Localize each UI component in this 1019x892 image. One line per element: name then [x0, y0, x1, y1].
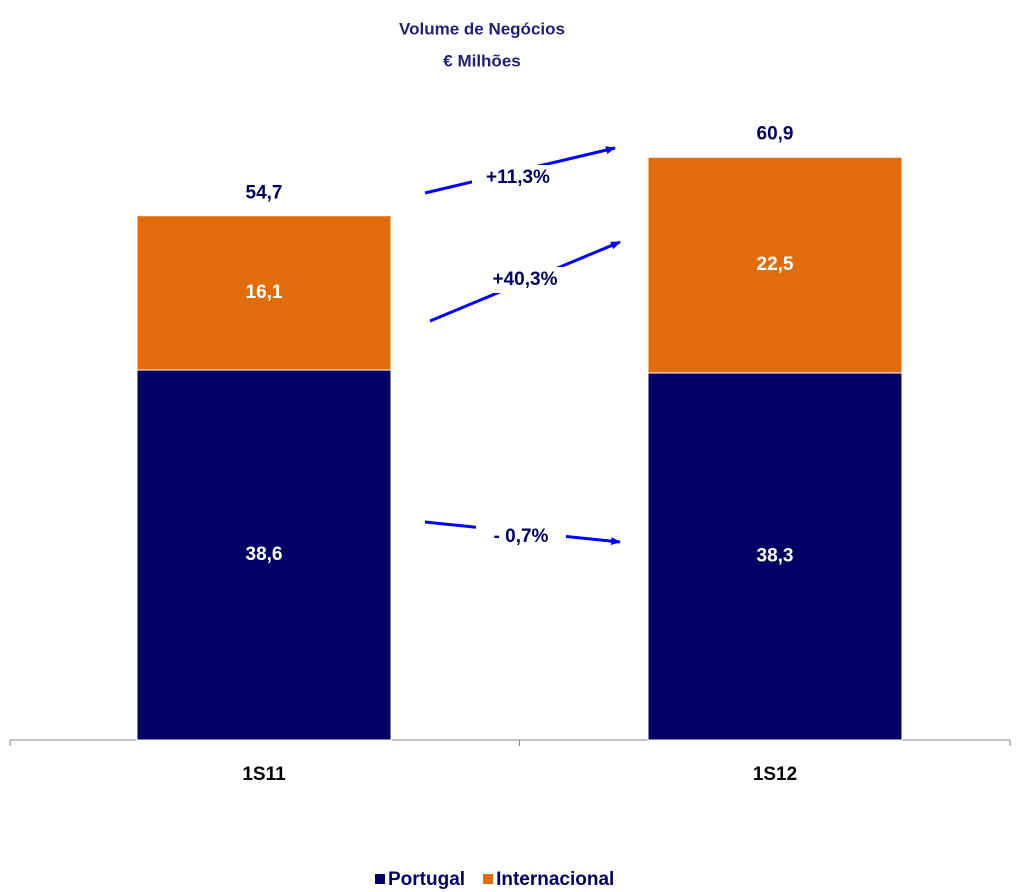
value-label: 16,1 — [246, 282, 283, 303]
bar-segment — [647, 156, 903, 374]
legend-label: Internacional — [496, 869, 614, 890]
annotation: +11,3% — [486, 167, 550, 188]
annotation: +40,3% — [493, 269, 558, 290]
bar-segment — [136, 369, 392, 741]
annotation: - 0,7% — [494, 526, 549, 547]
legend-swatch — [375, 874, 385, 884]
bar-segment — [136, 215, 392, 371]
bar-segment — [647, 372, 903, 741]
legend-label: Portugal — [388, 869, 465, 890]
value-label: 38,6 — [246, 544, 283, 565]
chart-subtitle: € Milhões — [443, 51, 520, 70]
label-bg — [478, 267, 572, 293]
value-label: 38,3 — [757, 545, 794, 566]
growth-arrows: +11,3% +40,3% - 0,7% — [424, 146, 621, 550]
x-tick-label: 1S12 — [753, 764, 797, 785]
total-label: 60,9 — [757, 123, 794, 144]
total-label: 54,7 — [246, 183, 283, 204]
value-label: 22,5 — [757, 254, 794, 275]
chart-title: Volume de Negócios — [399, 19, 565, 38]
legend-swatch — [483, 874, 494, 884]
label-bg — [472, 165, 564, 191]
x-tick-label: 1S11 — [242, 764, 286, 785]
label-bg — [476, 524, 566, 550]
